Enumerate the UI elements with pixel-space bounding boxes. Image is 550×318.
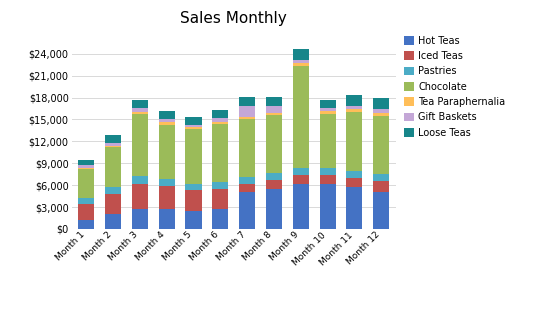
Bar [320,100,335,108]
Bar [105,194,121,214]
Bar [373,98,389,109]
Bar [105,147,121,187]
Bar [212,182,228,189]
Bar [320,111,335,114]
Bar [185,128,201,129]
Bar [239,97,255,106]
Bar [158,125,175,179]
Bar [132,112,148,114]
Bar [293,59,309,63]
Bar [105,135,121,143]
Bar [105,214,121,229]
Bar [212,124,228,182]
Bar [293,184,309,229]
Bar [78,168,94,169]
Bar [239,177,255,184]
Bar [185,129,201,184]
Bar [185,117,201,125]
Bar [132,209,148,229]
Legend: Hot Teas, Iced Teas, Pastries, Chocolate, Tea Paraphernalia, Gift Baskets, Loose: Hot Teas, Iced Teas, Pastries, Chocolate… [401,33,508,141]
Bar [320,114,335,168]
Bar [239,119,255,177]
Bar [212,189,228,209]
Bar [266,173,282,180]
Bar [346,106,362,109]
Bar [320,168,335,175]
Bar [185,211,201,229]
Bar [78,220,94,229]
Bar [158,122,175,125]
Bar [132,100,148,108]
Bar [373,182,389,192]
Bar [78,204,94,220]
Bar [373,174,389,182]
Bar [185,190,201,211]
Bar [158,186,175,209]
Bar [78,198,94,204]
Bar [105,187,121,194]
Bar [320,108,335,111]
Bar [239,184,255,192]
Bar [373,116,389,174]
Bar [185,125,201,128]
Bar [266,180,282,189]
Bar [78,160,94,165]
Bar [185,184,201,190]
Bar [266,106,282,113]
Bar [132,184,148,209]
Bar [212,121,228,124]
Bar [293,49,309,59]
Bar [105,146,121,147]
Bar [158,119,175,122]
Bar [293,66,309,168]
Bar [78,165,94,168]
Bar [373,109,389,113]
Title: Sales Monthly: Sales Monthly [180,11,287,26]
Bar [373,113,389,116]
Bar [158,209,175,229]
Bar [346,178,362,187]
Bar [239,192,255,229]
Bar [293,175,309,184]
Bar [158,111,175,119]
Bar [346,187,362,229]
Bar [158,179,175,186]
Bar [132,108,148,112]
Bar [293,168,309,175]
Bar [346,112,362,170]
Bar [266,97,282,106]
Bar [320,175,335,184]
Bar [132,114,148,176]
Bar [293,63,309,66]
Bar [239,106,255,116]
Bar [132,176,148,184]
Bar [266,113,282,115]
Bar [212,118,228,121]
Bar [266,115,282,173]
Bar [320,184,335,229]
Bar [212,209,228,229]
Bar [373,192,389,229]
Bar [78,169,94,198]
Bar [239,116,255,119]
Bar [212,110,228,118]
Bar [266,189,282,229]
Bar [346,109,362,112]
Bar [346,170,362,178]
Bar [105,143,121,146]
Bar [346,94,362,106]
